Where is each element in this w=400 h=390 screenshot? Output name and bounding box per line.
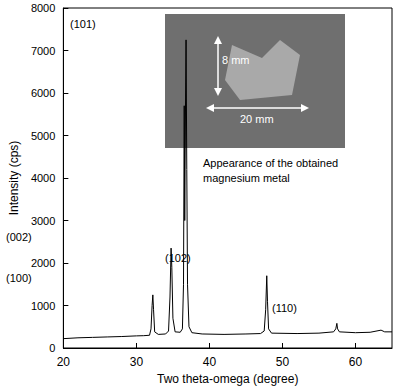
svg-text:1000: 1000	[31, 300, 55, 312]
svg-text:(102): (102)	[165, 251, 191, 264]
svg-text:8000: 8000	[31, 2, 55, 14]
svg-text:40: 40	[203, 355, 217, 369]
svg-text:(110): (110)	[272, 302, 297, 314]
svg-text:Intensity (cps): Intensity (cps)	[7, 141, 21, 216]
svg-text:5000: 5000	[31, 130, 55, 142]
svg-text:8 mm: 8 mm	[222, 54, 250, 66]
svg-text:6000: 6000	[31, 87, 55, 99]
svg-text:7000: 7000	[31, 45, 55, 57]
svg-text:3000: 3000	[31, 215, 55, 227]
svg-text:(101): (101)	[70, 18, 96, 30]
svg-text:50: 50	[276, 355, 290, 369]
svg-text:(100): (100)	[6, 272, 32, 284]
svg-text:Two theta-omega (degree): Two theta-omega (degree)	[157, 372, 298, 386]
svg-text:2000: 2000	[31, 257, 55, 269]
svg-text:Appearance of the obtained: Appearance of the obtained	[203, 157, 341, 169]
svg-text:20 mm: 20 mm	[240, 113, 274, 125]
svg-text:0: 0	[49, 342, 55, 354]
svg-text:magnesium metal: magnesium metal	[203, 172, 290, 184]
svg-text:(002): (002)	[6, 231, 32, 243]
svg-text:20: 20	[57, 355, 71, 369]
svg-text:60: 60	[349, 355, 363, 369]
svg-text:4000: 4000	[31, 172, 55, 184]
svg-text:30: 30	[130, 355, 144, 369]
